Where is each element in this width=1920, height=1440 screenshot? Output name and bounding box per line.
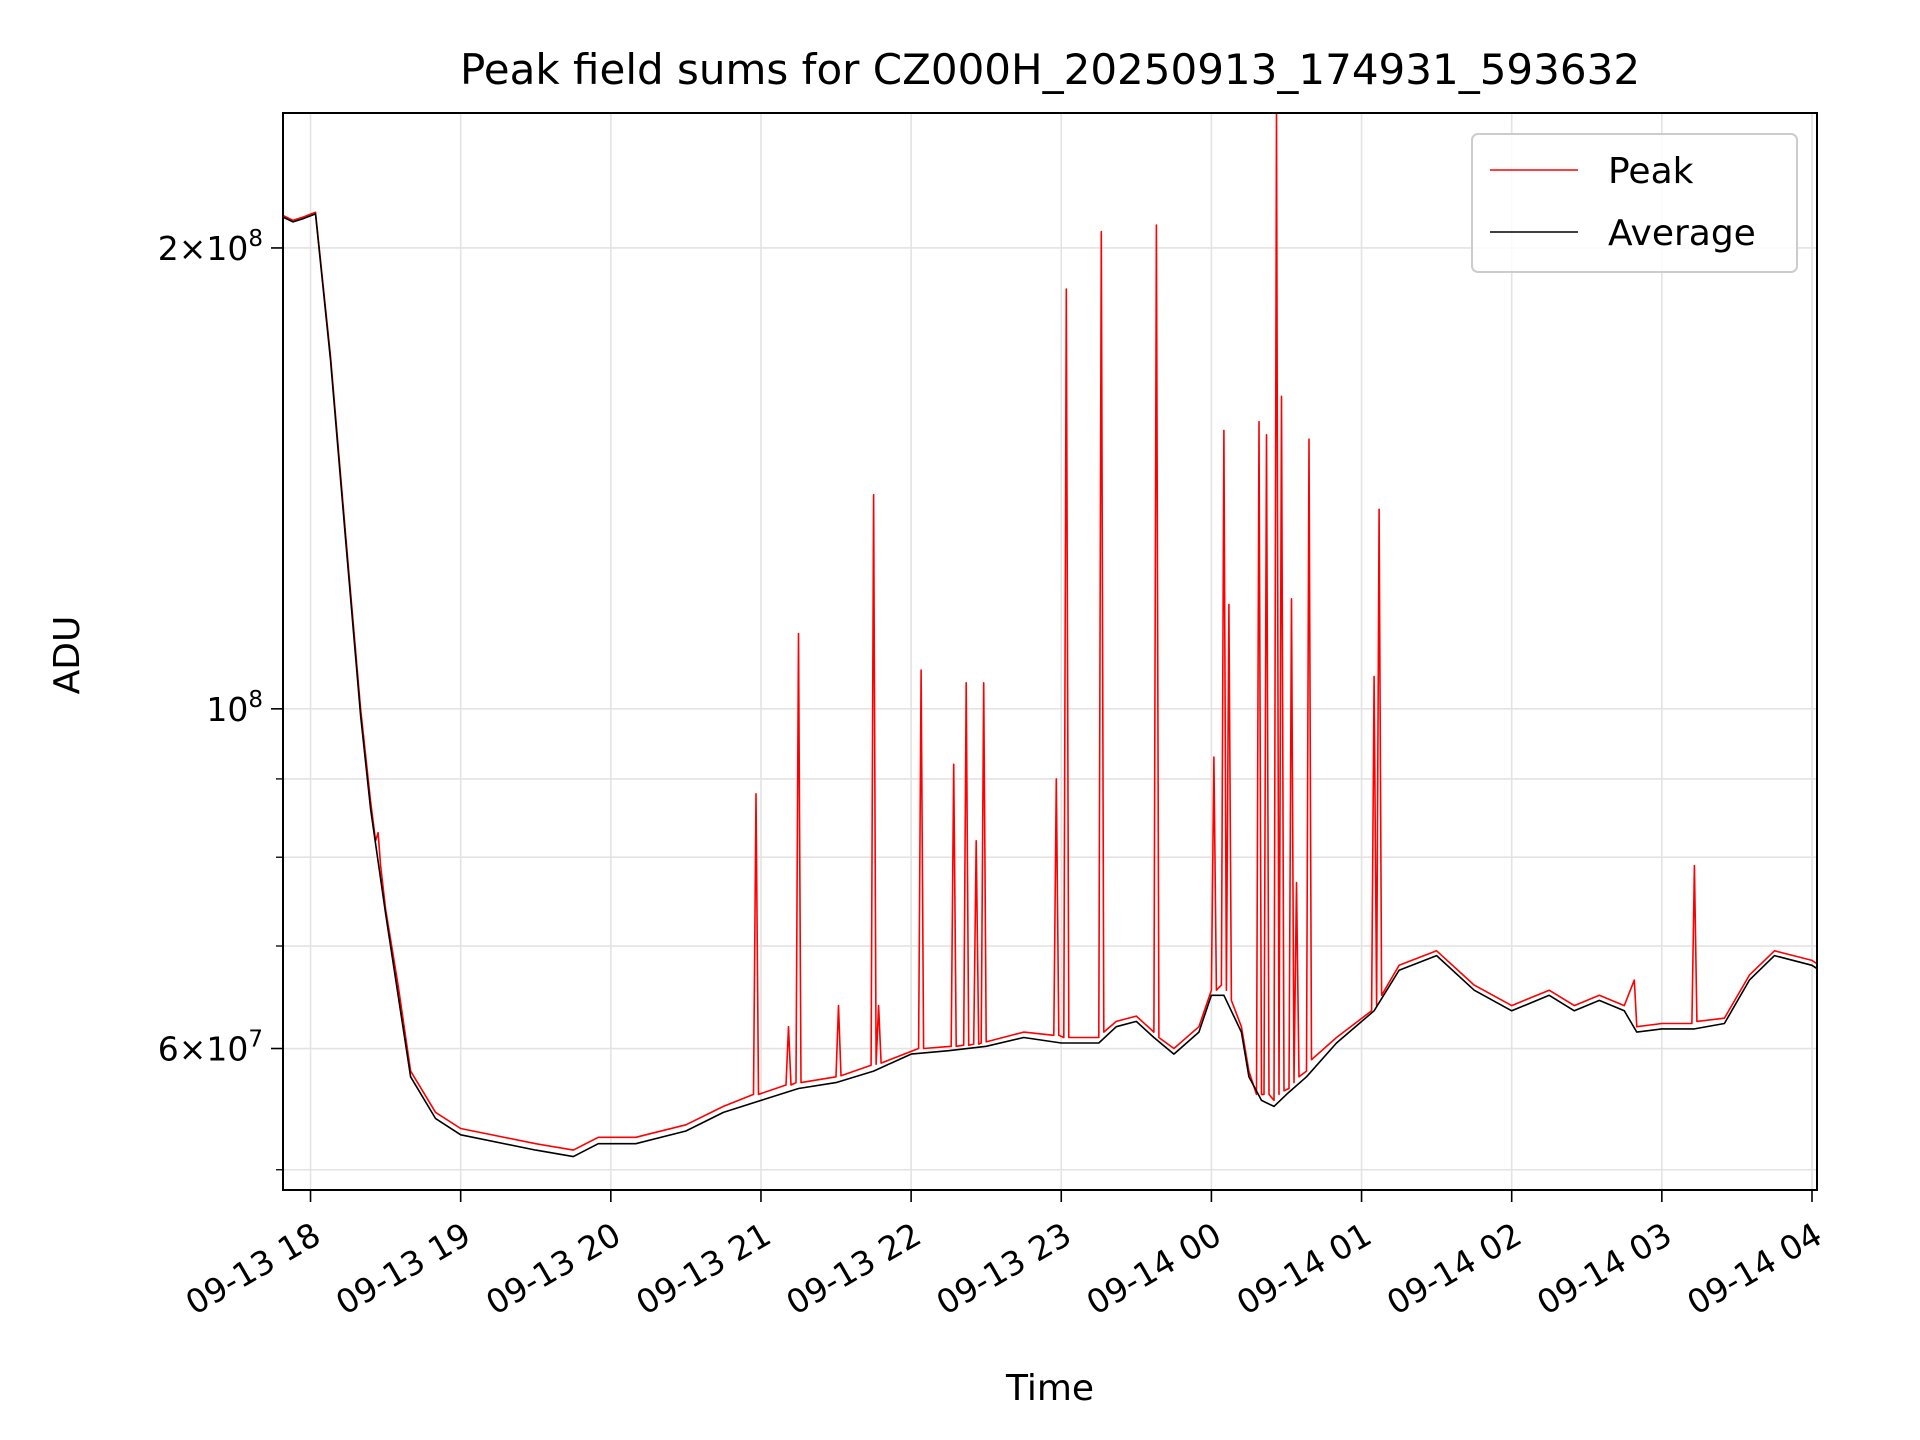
chart-title: Peak field sums for CZ000H_20250913_1749… bbox=[460, 45, 1640, 94]
y-tick-label-exponent: 7 bbox=[248, 1027, 263, 1053]
plot-area bbox=[283, 113, 1817, 1158]
y-tick-label-base: 10 bbox=[206, 690, 248, 729]
legend: Peak Average bbox=[1471, 133, 1798, 273]
legend-label-average: Average bbox=[1608, 213, 1756, 254]
grid-lines bbox=[283, 113, 1817, 1190]
legend-label-peak: Peak bbox=[1608, 151, 1694, 192]
y-tick-label-base: 6×10 bbox=[158, 1030, 249, 1069]
x-axis-label: Time bbox=[1005, 1368, 1094, 1409]
y-axis-label: ADU bbox=[47, 616, 88, 695]
y-tick-label-exponent: 8 bbox=[248, 687, 263, 713]
legend-box bbox=[1471, 133, 1798, 273]
y-tick-label: 2×108 bbox=[158, 226, 263, 268]
y-tick-label-exponent: 8 bbox=[248, 226, 263, 252]
y-tick-label: 6×107 bbox=[158, 1027, 263, 1069]
y-tick-label: 108 bbox=[206, 687, 263, 729]
series-line-average bbox=[283, 213, 1817, 1158]
series-line-peak bbox=[283, 113, 1817, 1151]
y-tick-label-base: 2×10 bbox=[158, 229, 249, 268]
plot-frame bbox=[282, 112, 1818, 1191]
